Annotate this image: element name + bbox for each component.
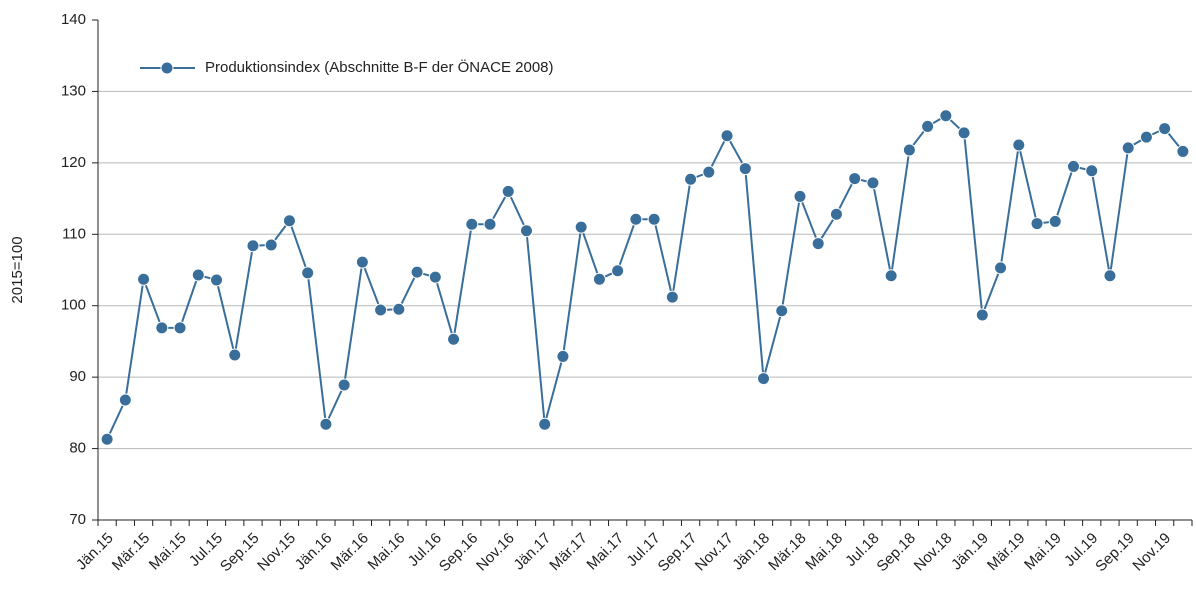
y-tick-label: 110 xyxy=(62,225,86,242)
x-tick-label: Jän.16 xyxy=(292,530,336,574)
x-tick-label: Mär.18 xyxy=(765,530,809,574)
data-point xyxy=(355,255,369,269)
x-tick-label: Nov.18 xyxy=(911,530,956,575)
data-point xyxy=(137,272,151,286)
y-tick-label: 140 xyxy=(61,11,86,28)
data-point xyxy=(210,273,224,287)
data-point xyxy=(902,143,916,157)
data-point xyxy=(392,302,406,316)
y-tick-label: 70 xyxy=(69,511,86,528)
data-point xyxy=(337,378,351,392)
data-point xyxy=(246,239,260,253)
data-point xyxy=(957,126,971,140)
data-point xyxy=(538,417,552,431)
data-point xyxy=(684,172,698,186)
x-tick-label: Nov.17 xyxy=(692,530,737,575)
legend-marker xyxy=(160,61,174,75)
data-point xyxy=(319,417,333,431)
data-point xyxy=(665,290,679,304)
data-point xyxy=(884,269,898,283)
x-tick-label: Mär.17 xyxy=(546,530,590,574)
data-point xyxy=(611,264,625,278)
data-point xyxy=(519,224,533,238)
data-point xyxy=(939,109,953,123)
data-point xyxy=(592,272,606,286)
x-tick-label: Sep.17 xyxy=(655,530,701,576)
data-point xyxy=(191,268,205,282)
data-point xyxy=(155,321,169,335)
data-point xyxy=(921,119,935,133)
data-point xyxy=(994,261,1008,275)
data-point xyxy=(1030,217,1044,231)
data-point xyxy=(757,372,771,386)
x-tick-label: Sep.15 xyxy=(217,530,263,576)
x-tick-label: Nov.15 xyxy=(254,530,299,575)
data-point xyxy=(428,270,442,284)
data-point xyxy=(1085,164,1099,178)
y-tick-label: 120 xyxy=(61,154,86,171)
data-point xyxy=(1066,159,1080,173)
x-tick-label: Mär.16 xyxy=(328,530,372,574)
data-point xyxy=(1139,130,1153,144)
data-point xyxy=(501,184,515,198)
x-tick-label: Sep.19 xyxy=(1092,530,1138,576)
x-tick-label: Mär.19 xyxy=(984,530,1028,574)
data-point xyxy=(1121,141,1135,155)
data-point xyxy=(118,393,132,407)
y-tick-label: 100 xyxy=(61,297,86,314)
y-tick-label: 130 xyxy=(61,82,86,99)
x-tick-label: Mai.15 xyxy=(146,530,190,574)
data-point xyxy=(410,265,424,279)
series-line xyxy=(106,114,1184,440)
data-point xyxy=(483,217,497,231)
data-point xyxy=(301,266,315,280)
x-tick-label: Jän.17 xyxy=(510,530,554,574)
x-tick-label: Jän.15 xyxy=(73,530,117,574)
data-point xyxy=(1103,269,1117,283)
data-point xyxy=(282,214,296,228)
data-point xyxy=(100,432,114,446)
data-point xyxy=(720,129,734,143)
data-point xyxy=(374,303,388,317)
data-point xyxy=(1176,144,1190,158)
data-point xyxy=(811,237,825,251)
x-tick-label: Mai.18 xyxy=(802,530,846,574)
data-point xyxy=(1048,214,1062,228)
data-point xyxy=(775,304,789,318)
data-point xyxy=(173,321,187,335)
data-point xyxy=(465,217,479,231)
data-point xyxy=(1012,138,1026,152)
x-tick-label: Jän.18 xyxy=(729,530,773,574)
data-point xyxy=(556,349,570,363)
x-tick-label: Nov.19 xyxy=(1129,530,1174,575)
x-tick-label: Mai.16 xyxy=(365,530,409,574)
data-point xyxy=(738,162,752,176)
data-point xyxy=(647,212,661,226)
data-point xyxy=(574,220,588,234)
data-point xyxy=(1158,122,1172,136)
data-point xyxy=(702,165,716,179)
data-point xyxy=(264,238,278,252)
legend-label: Produktionsindex (Abschnitte B-F der ÖNA… xyxy=(205,58,554,76)
x-tick-label: Nov.16 xyxy=(473,530,518,575)
y-axis-label: 2015=100 xyxy=(9,236,26,303)
data-point xyxy=(848,172,862,186)
data-point xyxy=(975,308,989,322)
x-tick-label: Sep.16 xyxy=(436,530,482,576)
data-point xyxy=(793,189,807,203)
x-tick-label: Mai.17 xyxy=(583,530,627,574)
y-tick-label: 80 xyxy=(69,440,86,457)
x-tick-label: Mai.19 xyxy=(1021,530,1065,574)
data-point xyxy=(228,348,242,362)
data-point xyxy=(629,212,643,226)
x-tick-label: Sep.18 xyxy=(873,530,919,576)
x-tick-label: Jän.19 xyxy=(948,530,992,574)
x-tick-label: Mär.15 xyxy=(109,530,153,574)
data-point xyxy=(866,176,880,190)
y-tick-label: 90 xyxy=(69,368,86,385)
data-point xyxy=(829,207,843,221)
data-point xyxy=(447,332,461,346)
